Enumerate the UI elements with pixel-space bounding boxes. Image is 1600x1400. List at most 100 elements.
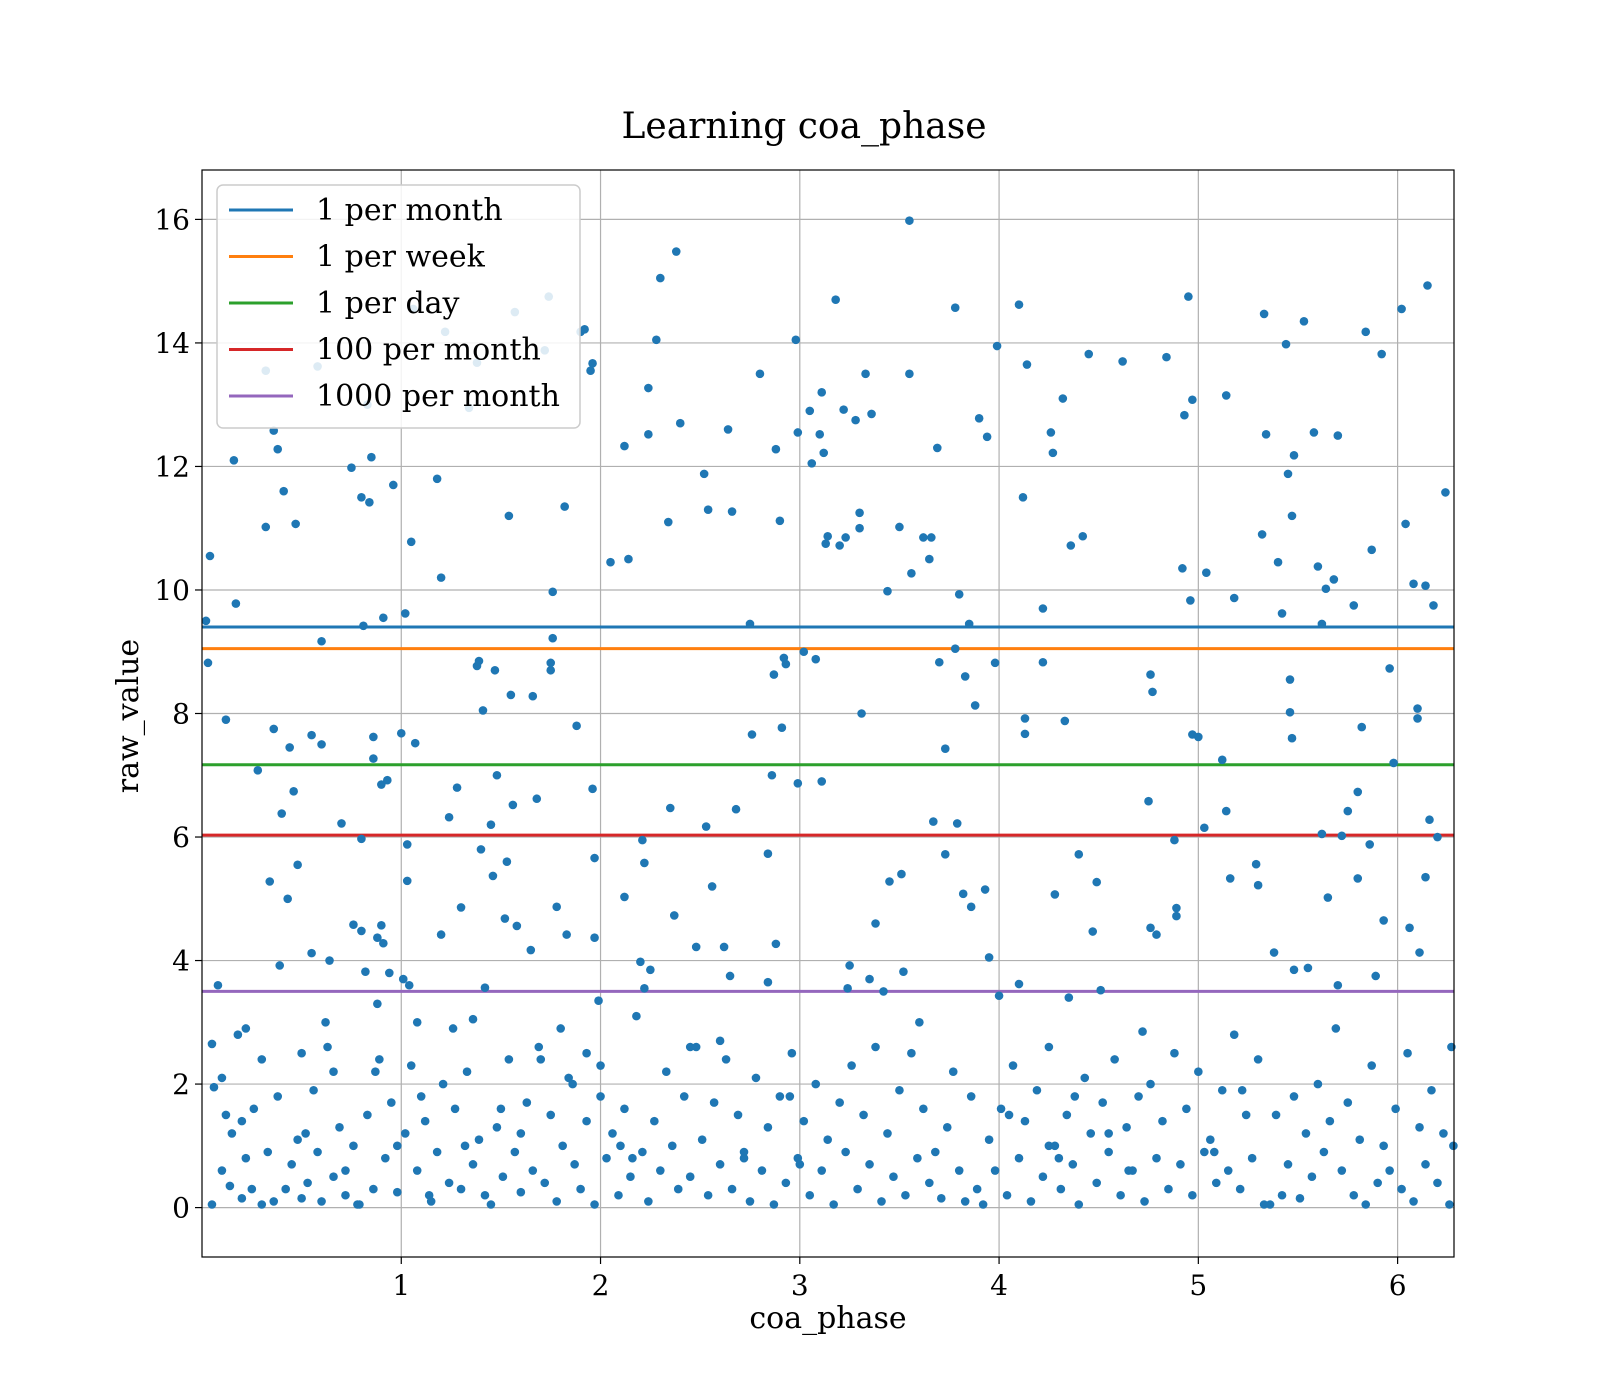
scatter-point bbox=[925, 554, 934, 564]
scatter-point bbox=[492, 1123, 502, 1132]
scatter-point bbox=[636, 957, 645, 967]
scatter-point bbox=[1080, 1073, 1090, 1083]
scatter-point bbox=[1441, 488, 1450, 497]
scatter-point bbox=[534, 1042, 544, 1052]
scatter-point bbox=[841, 1147, 850, 1157]
scatter-point bbox=[596, 1092, 605, 1101]
scatter-point bbox=[771, 444, 781, 454]
scatter-point bbox=[665, 803, 675, 813]
scatter-point bbox=[552, 1197, 561, 1206]
scatter-point bbox=[775, 516, 785, 526]
scatter-point bbox=[596, 1061, 605, 1070]
scatter-point bbox=[329, 1172, 338, 1182]
scatter-point bbox=[1365, 840, 1375, 849]
scatter-point bbox=[588, 784, 597, 794]
scatter-point bbox=[699, 469, 709, 479]
scatter-point bbox=[504, 511, 514, 521]
y-tick-label: 8 bbox=[172, 698, 190, 731]
scatter-point bbox=[954, 590, 964, 599]
legend-label-3: 100 per month bbox=[316, 333, 541, 368]
scatter-point bbox=[1148, 687, 1157, 697]
scatter-point bbox=[1391, 1104, 1400, 1114]
scatter-point bbox=[673, 1184, 683, 1194]
scatter-point bbox=[843, 984, 852, 993]
scatter-point bbox=[853, 1184, 862, 1194]
scatter-point bbox=[1170, 1048, 1179, 1058]
scatter-point bbox=[675, 418, 685, 428]
scatter-point bbox=[1211, 1178, 1221, 1188]
scatter-point bbox=[375, 1055, 384, 1064]
scatter-point bbox=[546, 1110, 556, 1120]
scatter-point bbox=[817, 388, 827, 397]
scatter-point bbox=[432, 1147, 442, 1157]
scatter-point bbox=[1086, 1129, 1096, 1138]
scatter-point bbox=[709, 1098, 719, 1107]
scatter-point bbox=[586, 366, 595, 376]
scatter-point bbox=[1162, 352, 1171, 362]
scatter-point bbox=[769, 670, 779, 679]
scatter-point bbox=[410, 738, 420, 748]
scatter-point bbox=[363, 1110, 372, 1120]
scatter-point bbox=[1088, 927, 1098, 936]
y-tick-label: 10 bbox=[154, 574, 190, 607]
x-tick-label: 2 bbox=[592, 1269, 610, 1302]
scatter-point bbox=[669, 911, 679, 920]
scatter-point bbox=[1050, 890, 1060, 899]
scatter-point bbox=[1259, 1200, 1269, 1209]
y-tick-label: 14 bbox=[154, 327, 190, 360]
chart-title: Learning coa_phase bbox=[621, 106, 986, 147]
scatter-point bbox=[297, 1048, 306, 1058]
scatter-point bbox=[1018, 493, 1028, 502]
scatter-point bbox=[373, 933, 382, 942]
scatter-point bbox=[1259, 309, 1269, 319]
scatter-point bbox=[341, 1190, 350, 1200]
scatter-point bbox=[1144, 796, 1153, 806]
scatter-point bbox=[1225, 874, 1235, 883]
scatter-point bbox=[616, 1141, 625, 1151]
scatter-point bbox=[644, 383, 653, 393]
scatter-point bbox=[1379, 916, 1388, 925]
scatter-point bbox=[1152, 930, 1161, 939]
scatter-point bbox=[237, 1194, 247, 1203]
scatter-point bbox=[1367, 1061, 1377, 1070]
scatter-point bbox=[767, 770, 777, 780]
scatter-point bbox=[1044, 1141, 1054, 1151]
scatter-point bbox=[231, 599, 241, 608]
scatter-point bbox=[1096, 985, 1105, 995]
scatter-point bbox=[233, 1030, 243, 1039]
scatter-point bbox=[369, 754, 378, 763]
scatter-point bbox=[528, 691, 538, 701]
scatter-point bbox=[739, 1147, 749, 1157]
scatter-point bbox=[1353, 874, 1363, 883]
scatter-point bbox=[213, 980, 223, 990]
scatter-point bbox=[460, 1141, 470, 1151]
scatter-point bbox=[508, 800, 518, 810]
scatter-point bbox=[361, 967, 370, 976]
scatter-point bbox=[359, 621, 368, 631]
scatter-point bbox=[540, 1178, 550, 1188]
scatter-point bbox=[498, 1172, 508, 1182]
scatter-point bbox=[811, 654, 821, 664]
scatter-point bbox=[815, 430, 825, 439]
scatter-point bbox=[948, 1067, 958, 1077]
scatter-point bbox=[1289, 965, 1299, 975]
scatter-point bbox=[663, 517, 673, 527]
scatter-point bbox=[895, 1085, 904, 1095]
scatter-point bbox=[721, 1055, 731, 1064]
scatter-point bbox=[590, 853, 599, 863]
y-tick-label: 0 bbox=[172, 1192, 190, 1225]
scatter-point bbox=[492, 770, 502, 780]
scatter-point bbox=[279, 486, 288, 496]
scatter-point bbox=[357, 493, 366, 502]
scatter-point bbox=[1092, 1178, 1102, 1188]
scatter-point bbox=[347, 463, 356, 472]
scatter-point bbox=[811, 1079, 821, 1089]
scatter-point bbox=[1343, 1098, 1353, 1107]
scatter-point bbox=[817, 1166, 827, 1175]
scatter-point bbox=[650, 1116, 659, 1126]
scatter-point bbox=[905, 369, 914, 379]
grid bbox=[202, 170, 1454, 1257]
scatter-point bbox=[1253, 880, 1263, 890]
scatter-point bbox=[1277, 1190, 1287, 1200]
scatter-point bbox=[406, 537, 416, 547]
